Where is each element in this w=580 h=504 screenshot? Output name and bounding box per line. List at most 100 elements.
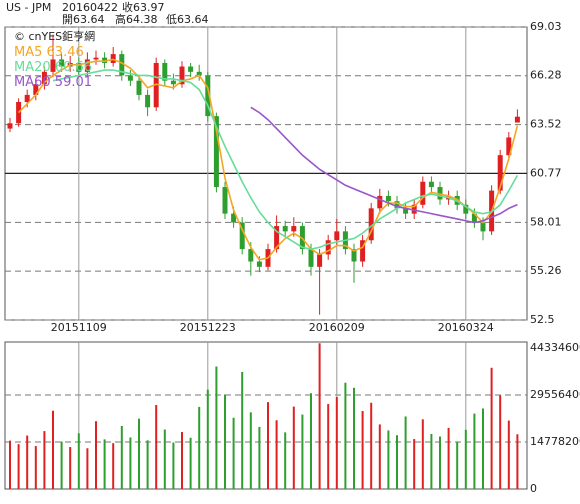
legend-value: 59.01 <box>55 75 92 90</box>
candle-body <box>471 213 477 223</box>
candle-body <box>24 94 30 102</box>
candle-body <box>351 249 357 262</box>
legend-value: 60.66 <box>55 60 92 75</box>
legend-name: MA60 <box>14 75 51 90</box>
volume-bar <box>275 420 278 489</box>
volume-bar <box>456 441 459 489</box>
volume-bar <box>396 435 398 489</box>
x-tick-label: 20160324 <box>438 321 494 334</box>
volume-bar <box>344 382 347 489</box>
volume-bar <box>129 437 132 489</box>
x-tick-label: 20151223 <box>180 321 236 334</box>
volume-bar <box>163 429 166 489</box>
y-tick-label: 69.03 <box>530 20 562 33</box>
volume-bar <box>387 430 390 489</box>
volume-bar <box>146 440 149 489</box>
candle-body <box>334 231 340 241</box>
volume-bar <box>413 439 416 489</box>
close: 收63.97 <box>122 0 165 14</box>
volume-bar <box>181 432 183 489</box>
candle-body <box>360 240 366 262</box>
candle-body <box>41 71 47 85</box>
candle-body <box>420 181 426 205</box>
candle-body <box>196 71 202 76</box>
candle-body <box>136 80 142 95</box>
y-tick-label: 0 <box>530 482 537 495</box>
legend-entry: MA60 59.01 <box>14 75 92 90</box>
date: 20160422 <box>62 1 118 14</box>
candle-body <box>514 116 520 123</box>
volume-bar <box>267 402 269 489</box>
candle-body <box>248 249 254 262</box>
volume-bar <box>112 443 115 489</box>
candle-body <box>7 123 13 129</box>
candle-body <box>506 137 512 156</box>
volume-bar <box>327 404 330 489</box>
candle-body <box>119 54 125 76</box>
candle-body <box>385 195 391 202</box>
volume-bar <box>103 439 106 489</box>
volume-bar <box>516 434 519 489</box>
candle-body <box>325 240 331 255</box>
candle-body <box>291 226 297 232</box>
candle-body <box>213 116 219 188</box>
plot: 69.03 66.28 63.52 60.77 58.01 55.26 52.5 443346… <box>5 20 580 495</box>
candle-body <box>76 62 82 72</box>
candle-body <box>222 187 228 214</box>
y-tick-label: 55.26 <box>530 264 562 277</box>
volume-bar <box>206 389 209 489</box>
candle-body <box>84 59 90 72</box>
candle-body <box>368 208 374 241</box>
legend-value: 63.46 <box>47 45 84 60</box>
volume-bar <box>224 394 226 489</box>
candle-body <box>497 155 503 191</box>
y-tick-label: 29556400 <box>530 388 580 401</box>
candle-body <box>428 181 434 188</box>
legend-entry: MA20 60.66 <box>14 60 92 75</box>
volume-bar <box>60 441 63 489</box>
volume-bar <box>155 405 158 489</box>
volume-bar <box>138 418 140 489</box>
volume-bar <box>378 424 381 489</box>
candle-body <box>179 66 185 85</box>
volume-bar <box>507 420 510 489</box>
candle-body <box>33 84 39 95</box>
volume-bar <box>172 442 175 489</box>
y-tick-label: 44334600 <box>530 341 580 354</box>
volume-bar <box>301 414 304 489</box>
volume-bar <box>430 433 433 489</box>
volume-bar <box>69 447 72 489</box>
candle-body <box>127 75 133 81</box>
candle-body <box>403 208 409 214</box>
y-tick-label: 58.01 <box>530 215 562 228</box>
candle-body <box>274 226 280 250</box>
volume-bar <box>499 395 502 489</box>
candle-body <box>188 66 194 72</box>
volume-bar <box>215 366 218 489</box>
candle-body <box>93 57 99 60</box>
x-tick-label: 20160209 <box>309 321 365 334</box>
candle-body <box>145 94 151 108</box>
y-tick-label: 52.5 <box>530 313 555 326</box>
legend-entry: MA5 63.46 <box>14 45 84 60</box>
candle-body <box>437 187 443 200</box>
volume-bar <box>86 448 89 489</box>
y-tick-label: 63.52 <box>530 118 562 131</box>
volume-bar <box>318 343 321 489</box>
source: © cnYES鉅亨網 <box>14 29 95 43</box>
volume-bar <box>95 421 97 489</box>
y-tick-label: 66.28 <box>530 69 562 82</box>
volume-bar <box>421 419 424 489</box>
volume-bar <box>77 433 80 489</box>
volume-bar <box>189 437 192 489</box>
candle-body <box>162 62 168 81</box>
legend-name: MA5 <box>14 45 42 60</box>
volume-bar <box>17 444 20 489</box>
volume-bar <box>370 402 373 489</box>
volume-bar <box>284 432 287 489</box>
volume-bar <box>404 416 407 489</box>
candle-body <box>308 249 314 267</box>
x-tick-label: 20151109 <box>51 321 107 334</box>
candle-body <box>50 59 56 72</box>
